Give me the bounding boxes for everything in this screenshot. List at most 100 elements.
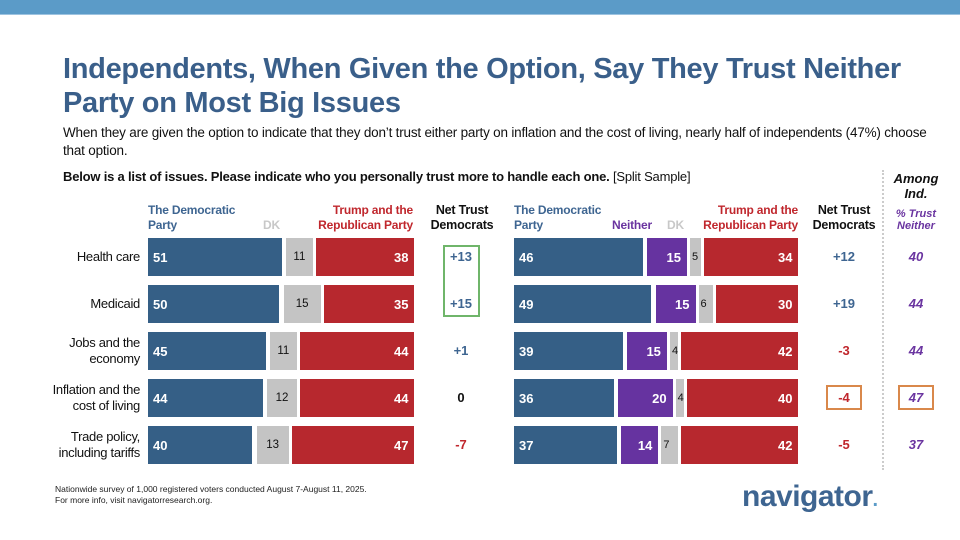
bar-democratic: 44 (148, 379, 263, 417)
bar-neither: 15 (627, 332, 667, 370)
survey-question: Below is a list of issues. Please indica… (63, 169, 691, 184)
row-label: Medicaid (20, 296, 140, 312)
bar-dk: 7 (661, 426, 679, 464)
bar-republican: 35 (323, 285, 415, 323)
header-line: Democrats (812, 218, 876, 232)
trust-neither-value: 44 (908, 343, 924, 358)
right-header-neither: Neither (612, 218, 652, 232)
row-label-line: Medicaid (90, 296, 140, 311)
bar-democratic: 37 (514, 426, 617, 464)
highlight-box-orange (826, 385, 862, 410)
row-label-line: Jobs and the (69, 335, 140, 350)
bar-republican: 40 (687, 379, 799, 417)
header-line: Ind. (904, 186, 928, 201)
header-line: Trump and the (717, 203, 798, 217)
bar-democratic: 45 (148, 332, 266, 370)
left-header-net: Net Trust Democrats (424, 203, 500, 233)
row-label-line: Inflation and the (52, 382, 141, 397)
row-label-line: including tariffs (58, 445, 141, 460)
row-label: Health care (20, 249, 140, 265)
row-label: Trade policy, including tariffs (20, 429, 141, 461)
header-line: Neither (897, 220, 935, 232)
header-line: Among (893, 171, 939, 186)
highlight-box-green (443, 245, 480, 317)
bar-republican: 42 (681, 332, 799, 370)
bar-dk: 11 (286, 238, 313, 276)
net-trust-value: -3 (838, 343, 850, 358)
logo-text: navigator (742, 480, 873, 513)
bar-democratic: 40 (148, 426, 253, 464)
header-line: Net Trust (817, 203, 871, 217)
row-label-line: economy (89, 351, 140, 366)
bar-republican: 44 (299, 332, 415, 370)
header-line: Republican Party (318, 218, 413, 232)
right-header-dk: DK (667, 218, 684, 232)
bar-dk: 12 (267, 379, 297, 417)
trust-neither-value: 40 (908, 249, 924, 264)
net-trust-value: +15 (449, 296, 473, 311)
bar-dk: 4 (675, 379, 685, 417)
bar-neither: 14 (621, 426, 659, 464)
header-line: Trump and the (332, 203, 413, 217)
net-trust-value: +1 (453, 343, 469, 358)
navigator-logo: navigator. (742, 480, 878, 514)
right-header-net: Net Trust Democrats (806, 203, 882, 233)
row-label: Inflation and the cost of living (20, 382, 141, 414)
question-note: [Split Sample] (609, 169, 691, 184)
bar-democratic: 51 (148, 238, 282, 276)
header-line: The Democratic (148, 203, 236, 217)
bar-dk: 13 (256, 426, 289, 464)
bar-neither: 15 (655, 285, 696, 323)
row-label-line: Trade policy, (70, 429, 140, 444)
bar-dk: 4 (669, 332, 679, 370)
bar-democratic: 46 (514, 238, 643, 276)
footnote-survey: Nationwide survey of 1,000 registered vo… (55, 484, 367, 494)
header-line: Republican Party (703, 218, 798, 232)
bar-democratic: 39 (514, 332, 623, 370)
net-trust-value: -5 (838, 437, 850, 452)
logo-dot: . (872, 489, 879, 511)
trust-neither-header: % Trust Neither (884, 208, 948, 232)
top-accent-bar (0, 0, 960, 14)
column-divider (882, 170, 884, 470)
bar-republican: 34 (704, 238, 799, 276)
header-line: % Trust (895, 208, 937, 220)
net-trust-value: 0 (457, 390, 465, 405)
row-label-line: cost of living (72, 398, 141, 413)
net-trust-value: +12 (832, 249, 856, 264)
bar-neither: 20 (618, 379, 673, 417)
bar-republican: 38 (315, 238, 415, 276)
bar-dk: 5 (689, 238, 702, 276)
header-line: Democrats (430, 218, 494, 232)
highlight-box-orange (898, 385, 934, 410)
bar-democratic: 49 (514, 285, 652, 323)
footnote: Nationwide survey of 1,000 registered vo… (55, 484, 367, 506)
net-trust-value: -7 (455, 437, 467, 452)
bar-democratic: 50 (148, 285, 279, 323)
left-header-republican: Trump and the Republican Party (310, 203, 413, 233)
header-line: The Democratic (514, 203, 602, 217)
right-header-republican: Trump and the Republican Party (690, 203, 798, 233)
net-trust-value: +13 (449, 249, 473, 264)
bar-neither: 15 (647, 238, 687, 276)
bar-republican: 30 (715, 285, 799, 323)
trust-neither-value: 47 (908, 390, 924, 405)
net-trust-value: +19 (832, 296, 856, 311)
left-header-dk: DK (263, 218, 280, 232)
header-line: Net Trust (435, 203, 489, 217)
bar-dk: 15 (283, 285, 321, 323)
bar-republican: 42 (681, 426, 799, 464)
question-text: Below is a list of issues. Please indica… (63, 169, 610, 184)
header-line: Party (148, 218, 178, 232)
row-label: Jobs and the economy (20, 335, 140, 367)
bar-republican: 44 (299, 379, 415, 417)
bar-democratic: 36 (514, 379, 614, 417)
net-trust-value: -4 (838, 390, 850, 405)
slide-subtitle: When they are given the option to indica… (63, 125, 927, 158)
left-header-democratic: The Democratic Party (148, 203, 235, 233)
trust-neither-value: 37 (908, 437, 924, 452)
bar-republican: 47 (291, 426, 415, 464)
row-label-line: Health care (76, 249, 140, 264)
bar-dk: 11 (270, 332, 297, 370)
header-line: Party (514, 218, 544, 232)
